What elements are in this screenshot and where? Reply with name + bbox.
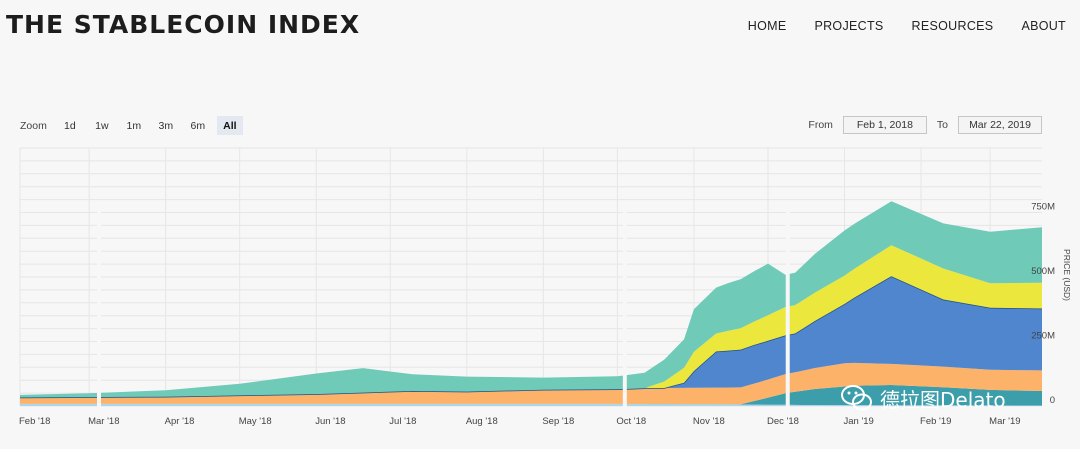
zoom-1w-button[interactable]: 1w	[88, 116, 115, 135]
y-axis-label: PRICE (USD)	[1062, 249, 1072, 301]
watermark: 德拉图Delato	[840, 383, 1006, 413]
nav-home[interactable]: HOME	[747, 19, 787, 33]
wechat-icon	[841, 385, 872, 411]
x-axis-ticks: Feb '18 Mar '18 Apr '18 May '18 Jun '18 Jul '…	[19, 416, 1021, 427]
y-tick-label: 0	[1050, 395, 1055, 406]
zoom-1m-button[interactable]: 1m	[120, 116, 147, 135]
x-tick-label: Dec '18	[767, 416, 799, 427]
x-tick-label: Aug '18	[466, 416, 498, 427]
x-tick-label: Mar '19	[989, 416, 1020, 427]
site-title: THE STABLECOIN INDEX	[6, 10, 361, 39]
y-axis-ticks: 0 250M 500M 750M	[1031, 202, 1055, 407]
x-tick-label: Feb '19	[920, 416, 951, 427]
to-label: To	[936, 119, 948, 131]
from-date-input[interactable]	[842, 116, 927, 134]
x-tick-label: Jul '18	[389, 416, 416, 427]
x-tick-label: Nov '18	[693, 416, 725, 427]
nav-about[interactable]: ABOUT	[1021, 19, 1066, 33]
from-label: From	[808, 119, 833, 131]
date-range: From To	[808, 116, 1042, 134]
zoom-1d-button[interactable]: 1d	[56, 116, 83, 135]
data-gap	[96, 208, 101, 408]
zoom-all-button[interactable]: All	[216, 116, 243, 135]
x-tick-label: Jan '19	[844, 416, 874, 427]
x-tick-label: May '18	[239, 416, 272, 427]
zoom-3m-button[interactable]: 3m	[152, 116, 179, 135]
zoom-6m-button[interactable]: 6m	[184, 116, 211, 135]
data-gap	[785, 208, 790, 408]
y-tick-label: 250M	[1031, 331, 1055, 342]
zoom-label: Zoom	[20, 119, 47, 132]
nav-resources[interactable]: RESOURCES	[911, 19, 994, 33]
y-tick-label: 500M	[1031, 266, 1055, 277]
data-gap	[622, 208, 627, 408]
watermark-text: 德拉图Delato	[880, 387, 1006, 412]
chart-gaps	[96, 208, 790, 408]
main-nav: HOME PROJECTS RESOURCES ABOUT	[720, 19, 1066, 33]
area-series-2	[20, 362, 1042, 405]
zoom-selector: Zoom 1d 1w 1m 3m 6m All	[20, 116, 249, 135]
x-tick-label: Oct '18	[616, 416, 646, 427]
nav-projects[interactable]: PROJECTS	[814, 19, 884, 33]
x-tick-label: Jun '18	[315, 416, 345, 427]
x-tick-label: Mar '18	[88, 416, 119, 427]
x-tick-label: Sep '18	[542, 416, 574, 427]
to-date-input[interactable]	[958, 116, 1042, 134]
x-tick-label: Apr '18	[165, 416, 195, 427]
y-tick-label: 750M	[1031, 202, 1055, 213]
x-tick-label: Feb '18	[19, 416, 50, 427]
